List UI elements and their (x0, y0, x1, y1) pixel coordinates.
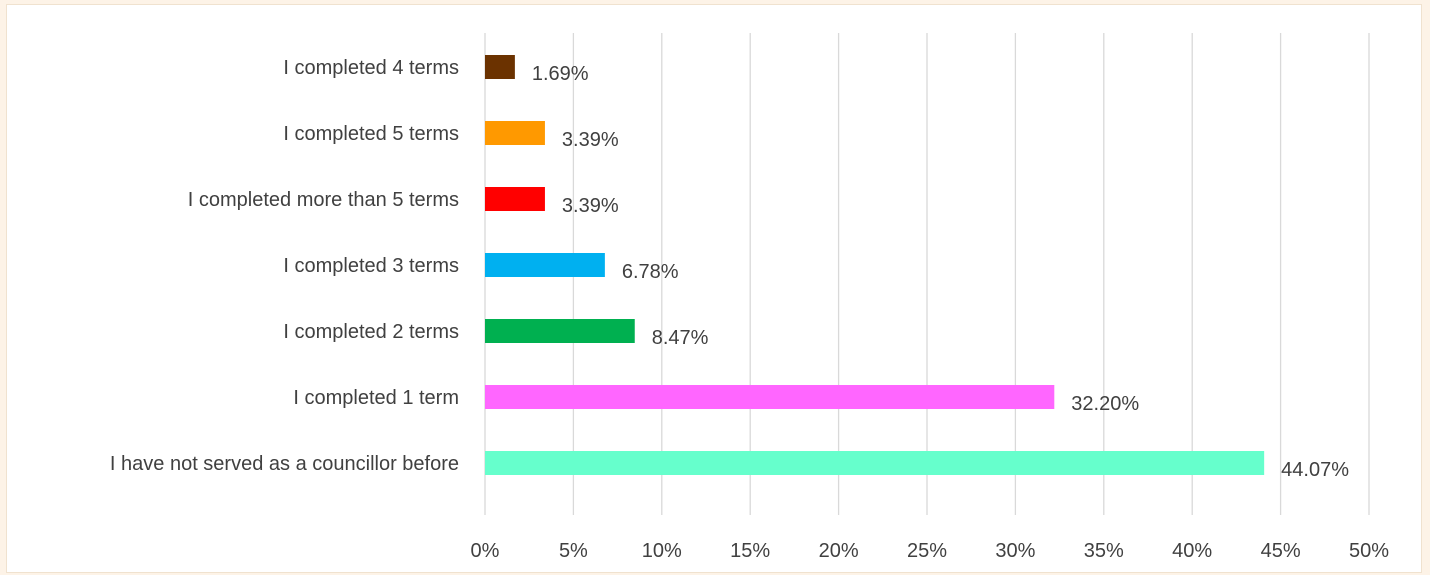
bars (485, 55, 1265, 475)
x-tick-label: 45% (1261, 540, 1301, 562)
bar (485, 187, 545, 211)
x-tick-label: 10% (642, 540, 682, 562)
category-labels: I completed 4 terms I completed 5 terms I … (110, 57, 459, 475)
bar (485, 451, 1265, 475)
bar (485, 319, 635, 343)
x-tick-label: 50% (1349, 540, 1389, 562)
data-label: 3.39% (562, 195, 619, 217)
gridlines (484, 33, 1370, 515)
bar (485, 253, 605, 277)
bar (485, 121, 545, 145)
data-label: 6.78% (622, 261, 679, 283)
category-label: I completed 2 terms (283, 321, 459, 343)
category-label: I have not served as a councillor before (110, 453, 459, 475)
category-label: I completed more than 5 terms (188, 189, 459, 211)
x-tick-label: 40% (1172, 540, 1212, 562)
bar-chart: 1.69% 3.39% 3.39% 6.78% 8.47% 32.20% 44.07% I … (110, 33, 1390, 562)
category-label: I completed 4 terms (283, 57, 459, 79)
x-tick-label: 0% (471, 540, 500, 562)
x-tick-label: 30% (995, 540, 1035, 562)
data-label: 44.07% (1281, 459, 1349, 481)
category-label: I completed 1 term (293, 387, 459, 409)
bar (485, 385, 1055, 409)
x-tick-label: 25% (907, 540, 947, 562)
x-tick-label: 15% (730, 540, 770, 562)
x-tick-label: 35% (1084, 540, 1124, 562)
category-label: I completed 3 terms (283, 255, 459, 277)
bar (485, 55, 515, 79)
x-tick-label: 20% (819, 540, 859, 562)
x-axis-ticks: 0% 5% 10% 15% 20% 25% 30% 35% 40% 45% 50% (471, 540, 1390, 562)
chart-frame: 1.69% 3.39% 3.39% 6.78% 8.47% 32.20% 44.07% I … (6, 4, 1422, 573)
data-label: 3.39% (562, 129, 619, 151)
data-label: 1.69% (532, 63, 589, 85)
x-tick-label: 5% (559, 540, 588, 562)
data-label: 8.47% (652, 327, 709, 349)
category-label: I completed 5 terms (283, 123, 459, 145)
data-labels: 1.69% 3.39% 3.39% 6.78% 8.47% 32.20% 44.07% (532, 63, 1349, 481)
data-label: 32.20% (1071, 393, 1139, 415)
